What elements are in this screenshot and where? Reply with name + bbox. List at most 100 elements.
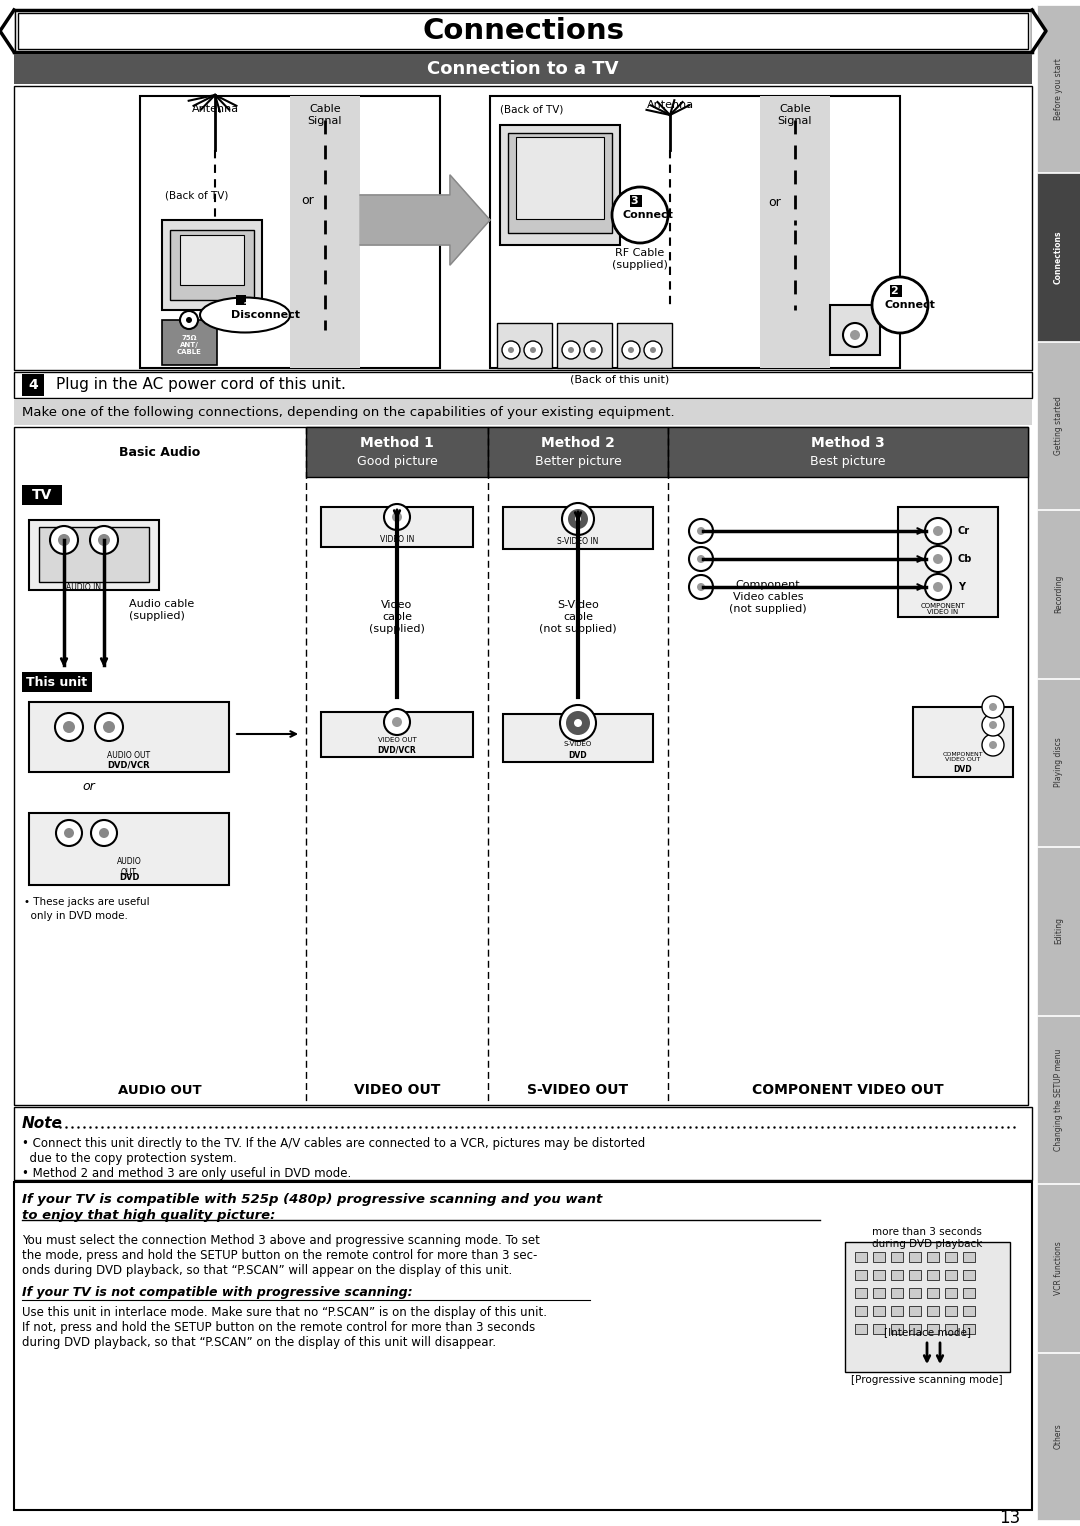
Bar [963, 1325, 975, 1334]
Text: Component
Video cables
(not supplied): Component Video cables (not supplied) [729, 580, 807, 613]
Text: Plug in the AC power cord of this unit.: Plug in the AC power cord of this unit. [56, 377, 346, 392]
Bar [909, 1270, 921, 1280]
Bar [909, 1325, 921, 1334]
Text: TV: TV [31, 488, 52, 502]
Text: or: or [83, 780, 95, 794]
Bar [14, 85, 1032, 369]
Text: DVD: DVD [569, 751, 588, 760]
Text: Changing the SETUP menu: Changing the SETUP menu [1054, 1048, 1063, 1151]
Text: DVD: DVD [954, 765, 972, 774]
Circle shape [99, 829, 109, 838]
Circle shape [924, 546, 951, 572]
Bar [891, 1325, 903, 1334]
Bar [855, 1288, 867, 1299]
Bar [503, 507, 653, 549]
Bar [913, 707, 1013, 777]
Circle shape [384, 504, 410, 530]
Circle shape [627, 346, 634, 353]
Text: 13: 13 [999, 1509, 1020, 1526]
Text: S-VIDEO: S-VIDEO [564, 742, 592, 748]
Bar [39, 526, 149, 581]
Text: S-Video
cable
(not supplied): S-Video cable (not supplied) [539, 600, 617, 633]
Circle shape [982, 696, 1004, 719]
Text: [Interlace mode]: [Interlace mode] [883, 1328, 971, 1337]
Circle shape [98, 534, 110, 546]
Bar [14, 372, 1032, 398]
Text: Cb: Cb [958, 554, 972, 565]
Bar [945, 1270, 957, 1280]
Text: AUDIO
OUT: AUDIO OUT [117, 858, 141, 877]
Bar [909, 1306, 921, 1315]
Circle shape [989, 742, 997, 749]
Text: Best picture: Best picture [810, 455, 886, 467]
Bar [140, 96, 440, 368]
Text: only in DVD mode.: only in DVD mode. [24, 911, 127, 922]
Bar [873, 1270, 885, 1280]
Bar [22, 374, 44, 397]
Text: Method 1: Method 1 [360, 436, 434, 450]
Circle shape [55, 713, 83, 742]
Circle shape [502, 340, 519, 359]
Bar [1037, 1016, 1080, 1183]
Bar [14, 53, 1032, 84]
Text: • These jacks are useful: • These jacks are useful [24, 897, 150, 906]
Bar [488, 427, 669, 478]
Text: Cable
Signal: Cable Signal [308, 104, 342, 125]
Text: VIDEO OUT: VIDEO OUT [354, 1083, 441, 1097]
Text: Make one of the following connections, depending on the capabilities of your exi: Make one of the following connections, d… [22, 406, 675, 420]
Bar [22, 485, 62, 505]
Text: Cr: Cr [958, 526, 970, 536]
Text: S-VIDEO OUT: S-VIDEO OUT [527, 1083, 629, 1097]
Circle shape [64, 829, 75, 838]
Bar [1037, 342, 1080, 510]
Bar [891, 1251, 903, 1262]
Text: Connection to a TV: Connection to a TV [428, 60, 619, 78]
Text: DVD/VCR: DVD/VCR [378, 746, 417, 754]
Bar [963, 1288, 975, 1299]
Circle shape [924, 574, 951, 600]
Bar [180, 235, 244, 285]
Bar [927, 1288, 939, 1299]
Bar [873, 1251, 885, 1262]
Circle shape [622, 340, 640, 359]
Text: • Connect this unit directly to the TV. If the A/V cables are connected to a VCR: • Connect this unit directly to the TV. … [22, 1137, 645, 1151]
Bar [237, 295, 246, 305]
Text: If your TV is not compatible with progressive scanning:: If your TV is not compatible with progre… [22, 1286, 413, 1299]
Bar [1037, 510, 1080, 678]
Text: DVD: DVD [119, 873, 139, 882]
Circle shape [573, 719, 582, 726]
Bar [927, 1306, 939, 1315]
Text: Note: Note [22, 1116, 63, 1131]
Text: Audio cable
(supplied): Audio cable (supplied) [129, 600, 194, 621]
Bar [503, 714, 653, 761]
Bar [162, 220, 262, 310]
Circle shape [530, 346, 536, 353]
Circle shape [103, 720, 114, 732]
Bar [845, 1242, 1010, 1372]
Circle shape [562, 340, 580, 359]
Circle shape [56, 819, 82, 845]
Circle shape [561, 705, 596, 742]
Bar [945, 1306, 957, 1315]
Bar [909, 1251, 921, 1262]
Bar [1037, 679, 1080, 847]
Bar [945, 1325, 957, 1334]
Circle shape [850, 330, 860, 340]
Circle shape [95, 713, 123, 742]
Circle shape [562, 504, 594, 536]
Bar [891, 1288, 903, 1299]
Circle shape [933, 554, 943, 565]
Bar [291, 96, 360, 368]
Text: Antenna: Antenna [191, 104, 239, 114]
Bar [963, 1251, 975, 1262]
Circle shape [63, 720, 75, 732]
Bar [1037, 5, 1080, 172]
Text: (Back of this unit): (Back of this unit) [570, 374, 670, 385]
Text: AUDIO IN: AUDIO IN [67, 583, 102, 592]
Circle shape [843, 324, 867, 346]
Bar [14, 11, 1032, 52]
Circle shape [689, 519, 713, 543]
Text: Basic Audio: Basic Audio [120, 446, 201, 458]
Bar [669, 427, 1028, 478]
Bar [891, 1306, 903, 1315]
